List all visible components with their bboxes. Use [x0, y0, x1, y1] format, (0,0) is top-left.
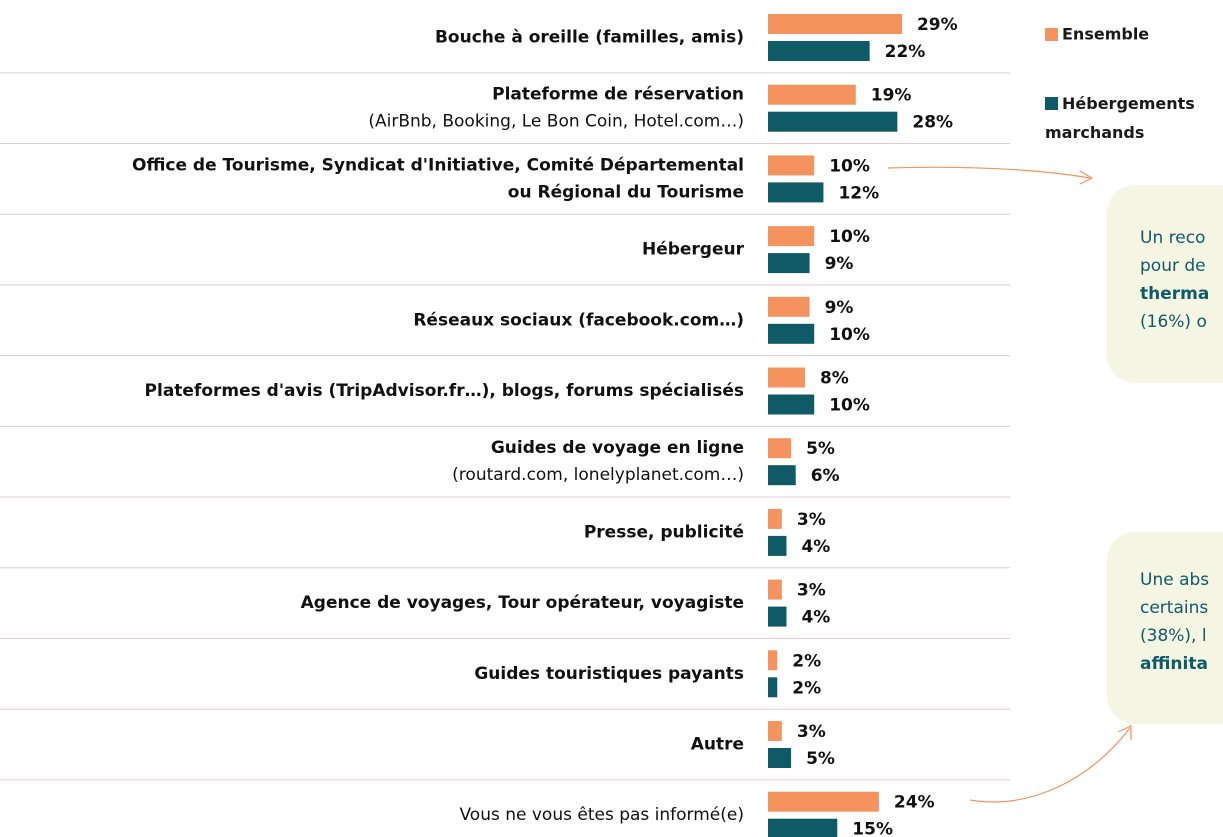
bar — [768, 84, 856, 105]
annotation-text: certains — [1140, 598, 1208, 618]
annotation-text: Une abs — [1140, 570, 1209, 590]
bar — [768, 111, 898, 132]
value-label: 2% — [792, 651, 821, 671]
bar — [768, 791, 879, 812]
annotation-box — [1107, 185, 1223, 383]
value-label: 10% — [829, 156, 870, 176]
bar — [768, 465, 796, 486]
value-label: 5% — [806, 439, 835, 459]
value-label: 10% — [829, 325, 870, 345]
bar — [768, 367, 805, 388]
arrow-head — [1079, 170, 1094, 185]
bar — [768, 650, 778, 671]
bar — [768, 296, 810, 317]
value-label: 12% — [838, 183, 879, 203]
value-label: 19% — [871, 86, 912, 106]
bar — [768, 438, 792, 459]
legend-swatch — [1045, 97, 1058, 110]
value-label: 22% — [885, 42, 926, 62]
value-label: 9% — [825, 254, 854, 274]
decor — [887, 166, 1223, 803]
value-label: 10% — [829, 227, 870, 247]
arrow — [887, 166, 1091, 179]
value-label: 3% — [797, 722, 826, 742]
bar — [768, 535, 787, 556]
category-label: Hébergeur — [642, 240, 745, 260]
category-label: Plateforme de réservation — [492, 85, 744, 105]
category-label: Autre — [691, 735, 744, 755]
bar — [768, 394, 815, 415]
bar — [768, 226, 815, 247]
legend-label: Hébergements marchands — [1045, 94, 1195, 142]
bar — [768, 323, 815, 344]
value-label: 4% — [801, 608, 830, 628]
bar — [768, 253, 810, 274]
annotation-text: (16%) o — [1140, 312, 1207, 332]
bar — [768, 508, 782, 529]
legend-swatch — [1045, 28, 1058, 41]
category-label: (AirBnb, Booking, Le Bon Coin, Hotel.com… — [368, 112, 744, 132]
category-label: ou Régional du Tourisme — [508, 182, 744, 202]
legend-label: Ensemble — [1062, 25, 1149, 44]
arrow — [969, 727, 1131, 803]
annotation-text: therma — [1140, 284, 1209, 304]
annotation-text: pour de — [1140, 256, 1206, 276]
category-label: Réseaux sociaux (facebook.com…) — [413, 310, 744, 330]
annotation-text: Un reco — [1140, 228, 1205, 248]
value-label: 10% — [829, 396, 870, 416]
value-label: 3% — [797, 581, 826, 601]
annotation-box — [1107, 532, 1223, 724]
bar — [768, 606, 787, 627]
category-label: Guides de voyage en ligne — [491, 438, 744, 458]
category-label: (routard.com, lonelyplanet.com…) — [452, 465, 744, 485]
category-label: Presse, publicité — [584, 522, 744, 542]
bar — [768, 579, 782, 600]
value-label: 3% — [797, 510, 826, 530]
arrow-head — [1117, 725, 1132, 740]
bar — [768, 677, 778, 698]
value-label: 2% — [792, 678, 821, 698]
bar — [768, 155, 815, 176]
value-label: 29% — [917, 15, 958, 35]
value-label: 28% — [912, 113, 953, 133]
category-label: Guides touristiques payants — [474, 664, 744, 684]
bar — [768, 818, 838, 837]
bar — [768, 14, 902, 34]
value-label: 5% — [806, 749, 835, 769]
bar — [768, 748, 792, 768]
annotation-text: affinita — [1140, 654, 1208, 674]
value-label: 15% — [852, 820, 893, 837]
category-label: Bouche à oreille (familles, amis) — [435, 28, 744, 48]
category-label: Agence de voyages, Tour opérateur, voyag… — [301, 593, 744, 613]
value-label: 6% — [811, 466, 840, 486]
bar — [768, 721, 782, 741]
value-label: 4% — [801, 537, 830, 557]
category-label: Plateformes d'avis (TripAdvisor.fr…), bl… — [145, 381, 744, 401]
value-label: 8% — [820, 369, 849, 389]
category-label: Office de Tourisme, Syndicat d'Initiativ… — [132, 155, 744, 175]
bar — [768, 41, 870, 61]
value-label: 24% — [894, 793, 935, 813]
bar — [768, 182, 824, 203]
category-label: Vous ne vous êtes pas informé(e) — [459, 805, 744, 825]
value-label: 9% — [825, 298, 854, 318]
annotation-text: (38%), l — [1140, 626, 1207, 646]
